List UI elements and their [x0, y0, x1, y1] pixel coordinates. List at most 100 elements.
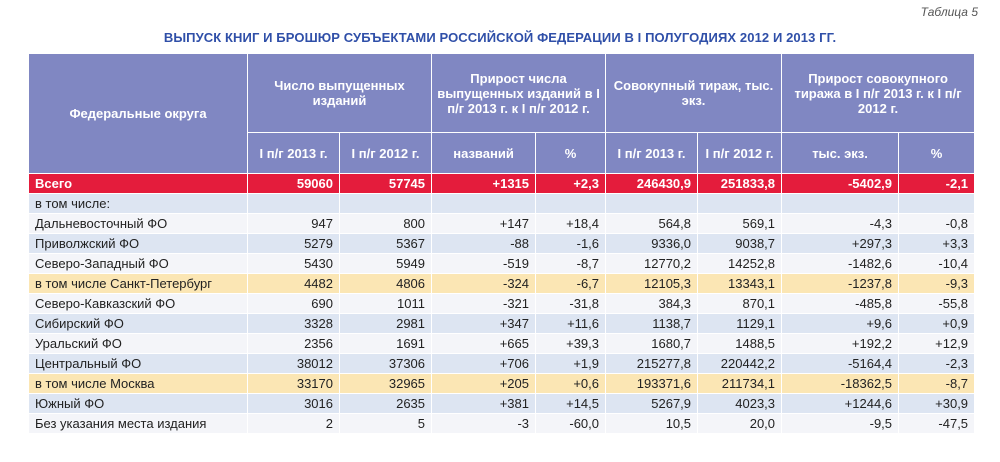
subheading-label: в том числе:	[28, 193, 248, 214]
table-cell: 2635	[338, 393, 433, 414]
total-row: Всего 59060 57745 +1315 +2,3 246430,9 25…	[28, 173, 976, 194]
books-output-table: Федеральные округа Число выпущенных изда…	[28, 53, 976, 434]
subheader-growth-percent: %	[535, 132, 607, 174]
table-cell: 5267,9	[605, 393, 699, 414]
district-name-cell: в том числе Санкт-Петербург	[28, 273, 248, 294]
table-cell: 193371,6	[605, 373, 699, 394]
table-cell: 5279	[247, 233, 340, 254]
table-cell: +9,6	[781, 313, 900, 334]
district-name-cell: Приволжский ФО	[28, 233, 248, 254]
district-name-cell: Без указания места издания	[28, 413, 248, 434]
table-cell: -4,3	[781, 213, 900, 234]
table-cell: 57745	[338, 173, 433, 194]
table-cell: 10,5	[605, 413, 699, 434]
table-cell: 5367	[338, 233, 433, 254]
table-cell: 14252,8	[697, 253, 783, 274]
table-cell: -1237,8	[781, 273, 900, 294]
table-cell: -519	[431, 253, 537, 274]
table-cell: 1011	[338, 293, 433, 314]
table-row: Дальневосточный ФО 947 800 +147 +18,4 564,8 56…	[28, 213, 976, 234]
table-cell: -2,3	[898, 353, 976, 374]
table-cell: 690	[247, 293, 340, 314]
table-cell	[605, 193, 699, 214]
subheader-growth-titles: названий	[431, 132, 537, 174]
district-name-cell: Северо-Кавказский ФО	[28, 293, 248, 314]
table-cell: 3016	[247, 393, 340, 414]
table-cell: +1315	[431, 173, 537, 194]
table-cell: 12105,3	[605, 273, 699, 294]
table-cell: 800	[338, 213, 433, 234]
table-row: Без указания места издания 2 5 -3 -60,0 10,5 2…	[28, 413, 976, 434]
table-cell: 2981	[338, 313, 433, 334]
table-cell: -60,0	[535, 413, 607, 434]
table-cell: 37306	[338, 353, 433, 374]
table-row: Южный ФО 3016 2635 +381 +14,5 5267,9 4023,3 +12…	[28, 393, 976, 414]
table-cell: +14,5	[535, 393, 607, 414]
table-row: Центральный ФО 38012 37306 +706 +1,9 215277,8…	[28, 353, 976, 374]
district-name-cell: Южный ФО	[28, 393, 248, 414]
table-cell: +665	[431, 333, 537, 354]
table-cell: +1,9	[535, 353, 607, 374]
table-row: Северо-Западный ФО 5430 5949 -519 -8,7 12770,…	[28, 253, 976, 274]
subheader-circ-growth-percent: %	[898, 132, 976, 174]
table-cell: +297,3	[781, 233, 900, 254]
table-cell: 251833,8	[697, 173, 783, 194]
district-name-cell: в том числе Москва	[28, 373, 248, 394]
table-cell: 12770,2	[605, 253, 699, 274]
table-cell: 4482	[247, 273, 340, 294]
table-cell: 20,0	[697, 413, 783, 434]
subheader-circ-growth-thousands: тыс. экз.	[781, 132, 900, 174]
district-name-cell: Дальневосточный ФО	[28, 213, 248, 234]
table-cell: 5949	[338, 253, 433, 274]
table-cell: 13343,1	[697, 273, 783, 294]
table-cell: +11,6	[535, 313, 607, 334]
subheader-circulation-2013: I п/г 2013 г.	[605, 132, 699, 174]
table-cell: -5402,9	[781, 173, 900, 194]
table-cell: -9,5	[781, 413, 900, 434]
table-cell: 1680,7	[605, 333, 699, 354]
table-cell: 2	[247, 413, 340, 434]
header-circulation-growth: Прирост совокупного тиража в I п/г 2013 …	[781, 53, 976, 133]
header-district: Федеральные округа	[28, 53, 248, 174]
table-cell	[781, 193, 900, 214]
table-cell: +347	[431, 313, 537, 334]
table-cell: +39,3	[535, 333, 607, 354]
table-cell: 4806	[338, 273, 433, 294]
table-header: Федеральные округа Число выпущенных изда…	[28, 53, 976, 174]
table-cell: 2356	[247, 333, 340, 354]
table-cell: 947	[247, 213, 340, 234]
table-row: Уральский ФО 2356 1691 +665 +39,3 1680,7 1488,…	[28, 333, 976, 354]
subheader-count-2012: I п/г 2012 г.	[338, 132, 433, 174]
district-name-cell: Уральский ФО	[28, 333, 248, 354]
table-cell: 384,3	[605, 293, 699, 314]
table-cell: -0,8	[898, 213, 976, 234]
table-cell: -8,7	[898, 373, 976, 394]
table-cell: -324	[431, 273, 537, 294]
table-cell: -10,4	[898, 253, 976, 274]
header-circulation: Совокупный тираж, тыс. экз.	[605, 53, 783, 133]
table-cell: -8,7	[535, 253, 607, 274]
table-cell: 33170	[247, 373, 340, 394]
table-cell: 4023,3	[697, 393, 783, 414]
table-cell: -1,6	[535, 233, 607, 254]
table-cell: 9038,7	[697, 233, 783, 254]
district-name-cell: Северо-Западный ФО	[28, 253, 248, 274]
table-cell: 220442,2	[697, 353, 783, 374]
table-cell: 1691	[338, 333, 433, 354]
table-cell: +1244,6	[781, 393, 900, 414]
table-cell: -55,8	[898, 293, 976, 314]
table-cell: -31,8	[535, 293, 607, 314]
table-cell: 215277,8	[605, 353, 699, 374]
table-cell: +147	[431, 213, 537, 234]
table-cell: +18,4	[535, 213, 607, 234]
table-number-caption: Таблица 5	[920, 5, 978, 19]
header-count-growth: Прирост числа выпущенных изданий в I п/г…	[431, 53, 607, 133]
subheading-row: в том числе:	[28, 193, 976, 214]
table-cell	[338, 193, 433, 214]
table-body: Всего 59060 57745 +1315 +2,3 246430,9 25…	[28, 173, 976, 434]
district-name-cell: Центральный ФО	[28, 353, 248, 374]
header-count: Число выпущенных изданий	[246, 53, 433, 133]
table-row: Сибирский ФО 3328 2981 +347 +11,6 1138,7 1129,…	[28, 313, 976, 334]
table-row: Приволжский ФО 5279 5367 -88 -1,6 9336,0 9038,…	[28, 233, 976, 254]
table-cell	[247, 193, 340, 214]
